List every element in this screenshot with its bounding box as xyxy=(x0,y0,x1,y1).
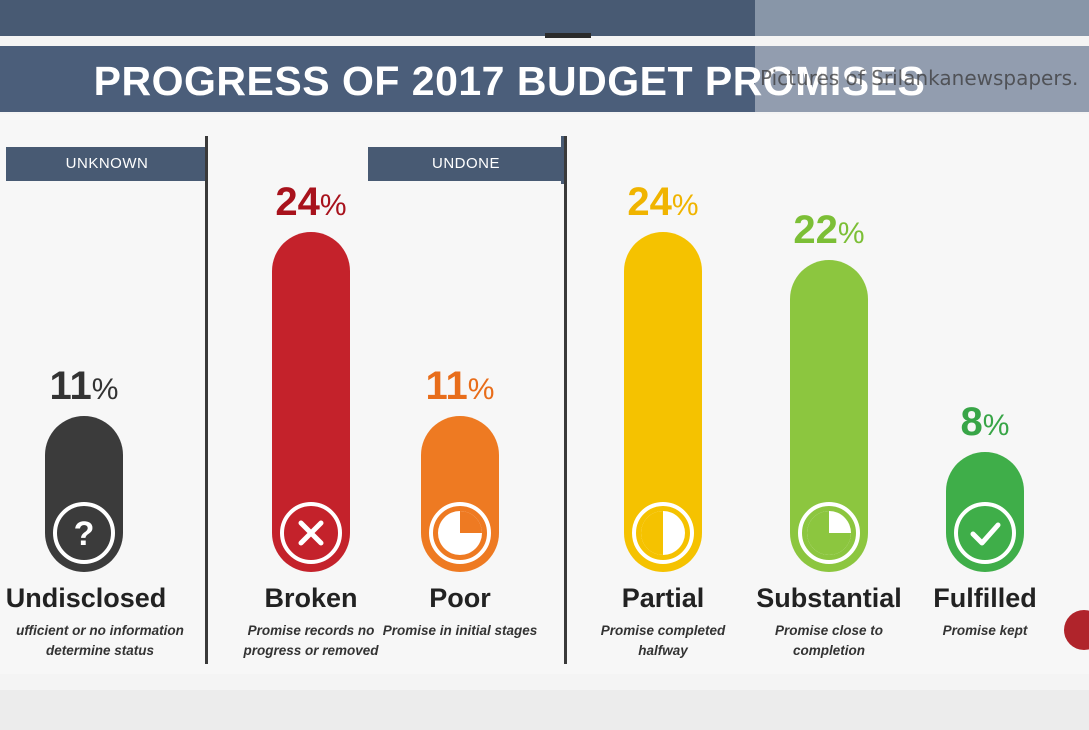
group-tag-undone: UNDONE xyxy=(368,147,564,181)
category-label-broken: Broken xyxy=(264,583,358,613)
three-quarter-pie-icon xyxy=(798,502,860,564)
group-tick-undone xyxy=(561,136,564,184)
divider-left xyxy=(205,136,208,664)
logo-badge xyxy=(1064,610,1089,650)
category-label-substantial: Substantial xyxy=(756,583,902,613)
category-label-undisclosed: Undisclosed xyxy=(5,583,167,613)
group-tag-unknown: UNKNOWN xyxy=(6,147,208,181)
category-description-broken: Promise records no progress or removed xyxy=(243,623,379,658)
category-description-partial: Promise completed halfway xyxy=(600,623,726,658)
category-label-fulfilled: Fulfilled xyxy=(933,583,1037,613)
value-label-poor: 11% xyxy=(425,364,495,409)
top-bar-fade xyxy=(755,0,1089,36)
footer-strip xyxy=(0,690,1089,730)
value-label-partial: 24% xyxy=(627,180,699,224)
watermark-text: Pictures of Srilankanewspapers. xyxy=(760,66,1079,90)
svg-text:?: ? xyxy=(74,515,95,553)
category-label-poor: Poor xyxy=(429,583,491,613)
category-label-partial: Partial xyxy=(621,583,705,613)
category-description-poor: Promise in initial stages xyxy=(382,623,538,638)
category-description-fulfilled: Promise kept xyxy=(942,623,1028,638)
value-label-substantial: 22% xyxy=(793,208,865,253)
chart-title: PROGRESS OF 2017 BUDGET PROMISES xyxy=(93,58,926,104)
value-label-undisclosed: 11% xyxy=(49,364,119,409)
category-description-substantial: Promise close to completion xyxy=(774,623,884,658)
divider-right xyxy=(564,136,567,664)
category-description-undisclosed: ufficient or no information determine st… xyxy=(16,623,184,658)
cross-icon xyxy=(280,502,342,564)
chart-panel xyxy=(0,114,1089,674)
quarter-pie-icon xyxy=(429,502,491,564)
half-pie-icon xyxy=(632,502,694,564)
value-label-broken: 24% xyxy=(275,180,347,224)
check-icon xyxy=(954,502,1016,564)
value-label-fulfilled: 8% xyxy=(960,400,1010,444)
title-overlay xyxy=(755,46,1089,112)
top-bar-notch xyxy=(545,33,591,38)
question-icon: ? xyxy=(53,502,115,564)
